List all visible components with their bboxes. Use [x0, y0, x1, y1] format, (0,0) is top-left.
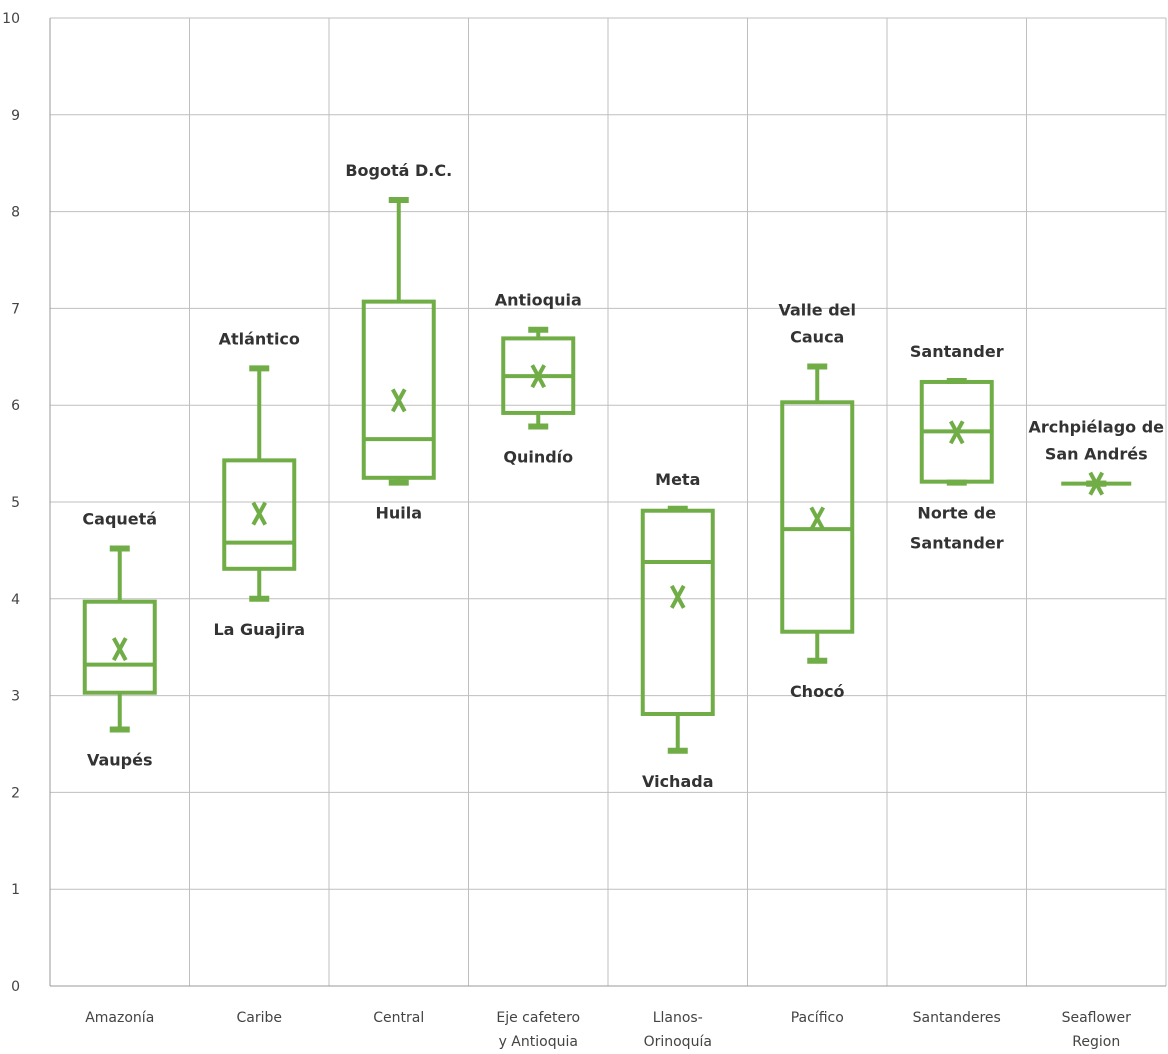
mean-marker	[530, 364, 547, 389]
min-annotation-label: Quindío	[503, 447, 573, 466]
min-annotation-label: La Guajira	[213, 620, 305, 639]
y-tick-label: 8	[11, 205, 20, 221]
x-tick-label: Pacífico	[791, 1010, 844, 1026]
max-annotation-label: Cauca	[790, 327, 844, 346]
mean-marker	[390, 388, 407, 413]
x-tick-label: Amazonía	[85, 1010, 154, 1026]
mean-marker	[251, 501, 268, 526]
x-tick-label: Orinoquía	[644, 1034, 712, 1050]
max-annotation-label: Santander	[910, 342, 1004, 361]
box-iqr	[361, 299, 436, 480]
min-annotation-label: Vaupés	[87, 750, 153, 769]
mean-marker	[809, 506, 826, 531]
x-tick-label: Santanderes	[913, 1010, 1001, 1026]
min-annotation-label: Norte de	[917, 504, 996, 523]
y-tick-label: 7	[11, 301, 20, 317]
max-annotation-label: Valle del	[779, 300, 856, 319]
max-annotation-label: Caquetá	[82, 509, 157, 528]
max-annotation-label: San Andrés	[1045, 445, 1148, 464]
x-tick-label: Eje cafetero	[496, 1010, 580, 1026]
max-annotation-label: Archpiélago de	[1028, 418, 1164, 437]
box-iqr	[82, 599, 157, 695]
max-annotation-label: Bogotá D.C.	[345, 161, 452, 180]
x-tick-label: Seaflower	[1062, 1010, 1132, 1026]
min-annotation-label: Huila	[375, 504, 422, 523]
y-tick-label: 9	[11, 108, 20, 124]
max-annotation-label: Meta	[655, 470, 700, 489]
y-tick-label: 4	[11, 592, 20, 608]
mean-marker	[111, 637, 128, 662]
x-tick-label: Llanos-	[653, 1010, 703, 1026]
y-tick-label: 1	[11, 882, 20, 898]
box-iqr	[222, 458, 297, 571]
y-tick-label: 3	[11, 689, 20, 705]
max-annotation-label: Atlántico	[219, 329, 300, 348]
box-iqr	[780, 400, 855, 634]
y-tick-label: 5	[11, 495, 20, 511]
y-tick-label: 10	[2, 11, 20, 27]
x-tick-label: Region	[1072, 1034, 1120, 1050]
y-tick-label: 0	[11, 979, 20, 995]
y-tick-label: 2	[11, 785, 20, 801]
x-tick-label: Central	[373, 1010, 424, 1026]
x-tick-label: y Antioquia	[499, 1034, 578, 1050]
mean-marker	[1088, 471, 1105, 496]
mean-marker	[669, 584, 686, 609]
x-tick-label: Caribe	[237, 1010, 283, 1026]
min-annotation-label: Chocó	[790, 682, 845, 701]
min-annotation-label: Vichada	[642, 772, 714, 791]
max-annotation-label: Antioquia	[495, 291, 582, 310]
y-tick-label: 6	[11, 398, 20, 414]
min-annotation-label: Santander	[910, 534, 1004, 553]
mean-marker	[948, 420, 965, 445]
box-iqr	[640, 508, 715, 716]
